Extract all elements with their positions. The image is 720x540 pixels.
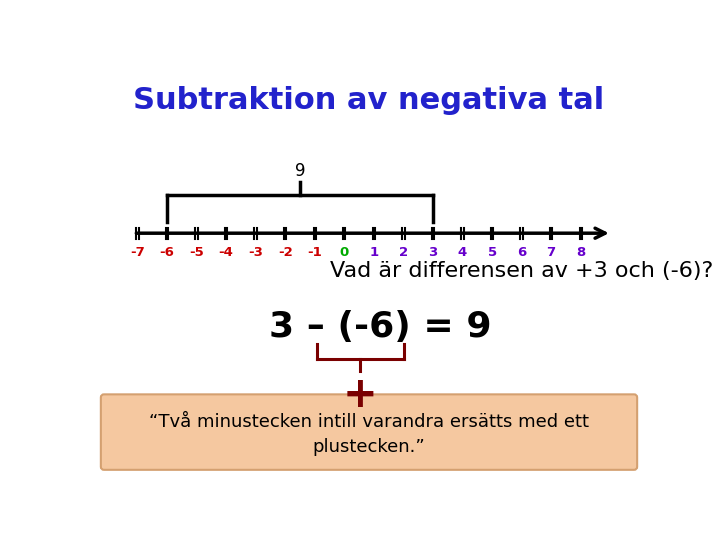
Text: Subtraktion av negativa tal: Subtraktion av negativa tal [133,86,605,114]
Text: “Två minustecken intill varandra ersätts med ett: “Två minustecken intill varandra ersätts… [149,413,589,431]
Text: 3 – (-6) = 9: 3 – (-6) = 9 [269,310,491,344]
Text: plustecken.”: plustecken.” [312,438,426,456]
Text: 4: 4 [458,246,467,259]
Text: -1: -1 [307,246,322,259]
FancyBboxPatch shape [101,394,637,470]
Text: -7: -7 [130,246,145,259]
Text: 8: 8 [576,246,585,259]
Text: -4: -4 [219,246,233,259]
Text: 1: 1 [369,246,379,259]
Text: Vad är differensen av +3 och (-6)?: Vad är differensen av +3 och (-6)? [330,261,714,281]
Text: 5: 5 [487,246,497,259]
Text: 9: 9 [294,162,305,180]
Text: -2: -2 [278,246,292,259]
Text: -5: -5 [189,246,204,259]
Text: 6: 6 [517,246,526,259]
Text: 0: 0 [340,246,349,259]
Text: 7: 7 [546,246,556,259]
Text: -3: -3 [248,246,263,259]
Text: 3: 3 [428,246,438,259]
Text: +: + [343,375,378,416]
Text: 2: 2 [399,246,408,259]
Text: -6: -6 [160,246,174,259]
